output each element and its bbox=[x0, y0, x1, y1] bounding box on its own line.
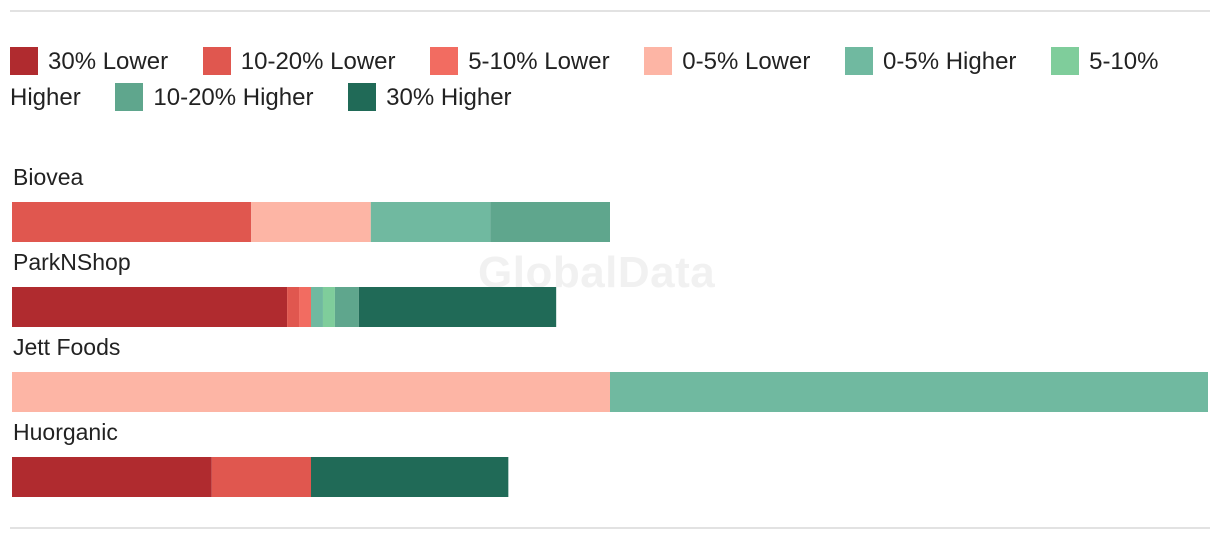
bar-biovea-10-20pct-higher bbox=[490, 202, 610, 242]
legend-label: 0-5% Higher bbox=[883, 48, 1017, 75]
legend-item-5-10pct-higher: 5-10% Higher bbox=[10, 47, 1159, 111]
bar-biovea-10-20pct-lower bbox=[12, 202, 252, 242]
bar-huorganic-30pct-higher bbox=[311, 457, 509, 497]
legend-swatch bbox=[430, 47, 459, 75]
bar-jett-foods-0-5pct-higher bbox=[610, 372, 1208, 412]
legend-label: 30% Higher bbox=[386, 84, 512, 111]
legend-label: 10-20% Higher bbox=[153, 84, 314, 111]
bar-huorganic-30pct-lower bbox=[12, 457, 212, 497]
legend-item-10-20pct-higher: 10-20% Higher bbox=[115, 83, 314, 111]
bar-parknshop-5-10pct-lower bbox=[299, 287, 311, 327]
chart-legend: 30% Lower 10-20% Lower 5-10% Lower 0-5% … bbox=[10, 44, 1210, 116]
bar-parknshop-10-20pct-lower bbox=[287, 287, 300, 327]
legend-swatch bbox=[115, 83, 144, 111]
bottom-divider bbox=[10, 527, 1210, 529]
legend-swatch bbox=[10, 47, 38, 75]
legend-label: 10-20% Lower bbox=[240, 48, 396, 75]
legend-item-10-20pct-lower: 10-20% Lower bbox=[202, 47, 396, 75]
category-label-jett-foods: Jett Foods bbox=[13, 334, 120, 360]
legend-item-0-5pct-higher: 0-5% Higher bbox=[845, 47, 1017, 75]
legend-item-5-10pct-lower: 5-10% Lower bbox=[430, 47, 610, 75]
legend-swatch bbox=[644, 47, 673, 75]
bar-jett-foods-0-5pct-lower bbox=[12, 372, 610, 412]
bar-biovea-0-5pct-higher bbox=[370, 202, 491, 242]
legend-label: 5-10% Lower bbox=[468, 48, 610, 75]
category-label-huorganic: Huorganic bbox=[13, 419, 118, 445]
bar-biovea-0-5pct-lower bbox=[251, 202, 371, 242]
bar-huorganic-10-20pct-lower bbox=[211, 457, 311, 497]
bar-parknshop-0-5pct-higher bbox=[311, 287, 323, 327]
legend-label: 5-10% Higher bbox=[10, 48, 1159, 111]
legend-swatch bbox=[845, 47, 874, 75]
legend-item-30pct-lower: 30% Lower bbox=[10, 47, 169, 75]
legend-item-30pct-higher: 30% Higher bbox=[348, 83, 512, 111]
top-divider bbox=[10, 10, 1210, 12]
category-label-biovea: Biovea bbox=[13, 164, 84, 190]
legend-swatch bbox=[202, 47, 231, 75]
legend-label: 0-5% Lower bbox=[682, 48, 811, 75]
legend-label: 30% Lower bbox=[48, 48, 169, 75]
legend-swatch bbox=[348, 83, 377, 111]
bar-parknshop-5-10pct-higher bbox=[322, 287, 335, 327]
legend-item-0-5pct-lower: 0-5% Lower bbox=[644, 47, 811, 75]
bar-parknshop-30pct-higher bbox=[358, 287, 557, 327]
legend-swatch bbox=[1051, 47, 1080, 75]
bar-parknshop-10-20pct-higher bbox=[334, 287, 359, 327]
bar-parknshop-30pct-lower bbox=[12, 287, 288, 327]
category-label-parknshop: ParkNShop bbox=[13, 249, 131, 275]
